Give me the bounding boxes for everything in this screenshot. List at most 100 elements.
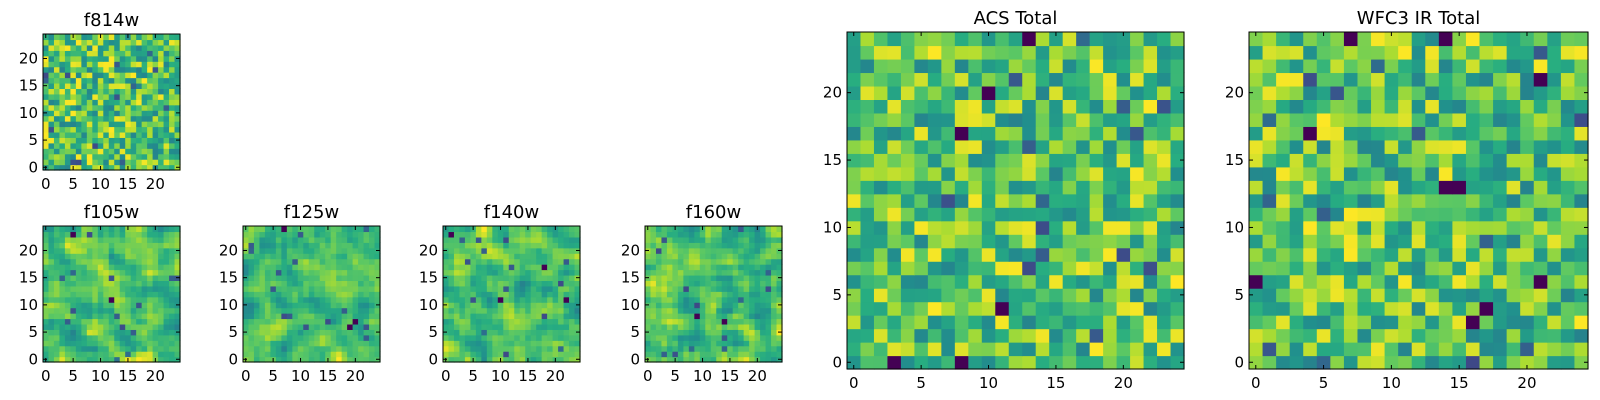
heatmap-cell [319, 242, 326, 249]
heatmap-cell [536, 318, 543, 325]
heatmap-cell [981, 139, 996, 154]
heatmap-cell [314, 356, 321, 363]
heatmap-cell [1533, 85, 1548, 100]
heatmap-cell [158, 236, 165, 243]
heatmap-cell [97, 115, 104, 122]
heatmap-cell [303, 247, 310, 254]
heatmap-cell [541, 296, 548, 303]
heatmap-cell [64, 318, 71, 325]
heatmap-cell [981, 45, 996, 60]
heatmap-cell [363, 302, 370, 309]
heatmap-cell [43, 50, 50, 57]
heatmap-cell [130, 55, 137, 62]
heatmap-cell [927, 261, 942, 276]
heatmap-cell [75, 153, 82, 160]
heatmap-cell [358, 258, 365, 265]
heatmap-cell [1035, 112, 1050, 127]
heatmap-cell [677, 340, 684, 347]
heatmap-cell [1465, 180, 1481, 195]
heatmap-cell [275, 285, 282, 292]
heatmap-cell [1493, 126, 1508, 141]
heatmap-cell [292, 253, 299, 260]
heatmap-cell [352, 296, 359, 303]
heatmap-cell [688, 340, 695, 347]
heatmap-cell [492, 269, 499, 276]
heatmap-cell [303, 226, 310, 233]
heatmap-cell [1371, 112, 1386, 127]
heatmap-cell [749, 334, 756, 341]
heatmap-cell [721, 340, 728, 347]
heatmap-cell [358, 340, 365, 347]
heatmap-cell [303, 313, 310, 320]
heatmap-cell [141, 39, 148, 46]
heatmap-cell [508, 334, 515, 341]
heatmap-cell [1465, 126, 1481, 141]
heatmap-cell [530, 340, 537, 347]
heatmap-cell [497, 258, 504, 265]
heatmap-cell [448, 242, 455, 249]
heatmap-cell [754, 313, 761, 320]
heatmap-cell [152, 258, 159, 265]
heatmap-cell [1533, 45, 1548, 60]
heatmap-cell [776, 345, 783, 352]
heatmap-cell [275, 264, 282, 271]
heatmap-cell [1103, 207, 1118, 222]
heatmap-cell [141, 153, 148, 160]
heatmap-cell [954, 45, 969, 60]
heatmap-cell [721, 264, 728, 271]
heatmap-cell [1411, 99, 1426, 114]
x-tick-label: 5 [268, 367, 278, 385]
heatmap-cell [292, 269, 299, 276]
heatmap-cell [1533, 207, 1548, 222]
heatmap-cell [163, 323, 170, 330]
heatmap-cell [141, 110, 148, 117]
heatmap-cell [1008, 166, 1023, 181]
heatmap-cell [732, 351, 739, 358]
heatmap-cell [130, 153, 137, 160]
heatmap-cell [968, 45, 983, 60]
heatmap-cell [914, 166, 929, 181]
heatmap-cell [1089, 301, 1104, 316]
heatmap-cell [319, 329, 326, 336]
heatmap-cell [727, 258, 734, 265]
heatmap-cell [48, 302, 55, 309]
heatmap-cell [1089, 288, 1104, 303]
heatmap-cell [125, 82, 132, 89]
heatmap-cell [158, 115, 165, 122]
heatmap-cell [508, 253, 515, 260]
heatmap-cell [732, 226, 739, 233]
heatmap-cell [70, 236, 77, 243]
heatmap-cell [1303, 315, 1318, 330]
heatmap-cell [1425, 220, 1440, 235]
heatmap-cell [108, 313, 115, 320]
heatmap-cell [1384, 72, 1399, 87]
heatmap-cell [281, 323, 288, 330]
heatmap-cell [954, 72, 969, 87]
heatmap-cell [86, 126, 93, 133]
heatmap-cell [1276, 153, 1291, 168]
heatmap-cell [995, 328, 1010, 343]
heatmap-cell [481, 226, 488, 233]
heatmap-cell [264, 345, 271, 352]
heatmap-cell [297, 269, 304, 276]
heatmap-cell [873, 328, 889, 343]
heatmap-cell [887, 247, 902, 262]
heatmap-cell [900, 180, 915, 195]
heatmap-cell [125, 313, 132, 320]
heatmap-cell [569, 296, 576, 303]
heatmap-cell [64, 137, 71, 144]
heatmap-cell [995, 301, 1010, 316]
heatmap-cell [1249, 85, 1264, 100]
heatmap-cell [661, 291, 668, 298]
heatmap-cell [86, 313, 93, 320]
heatmap-cell [59, 55, 66, 62]
heatmap-cell [281, 274, 288, 281]
heatmap-cell [169, 258, 176, 265]
heatmap-cell [152, 334, 159, 341]
heatmap-cell [492, 351, 499, 358]
heatmap-cell [1035, 193, 1050, 208]
heatmap-cell [1371, 234, 1386, 249]
heatmap-cell [666, 264, 673, 271]
heatmap-cell [97, 236, 104, 243]
heatmap-cell [530, 351, 537, 358]
